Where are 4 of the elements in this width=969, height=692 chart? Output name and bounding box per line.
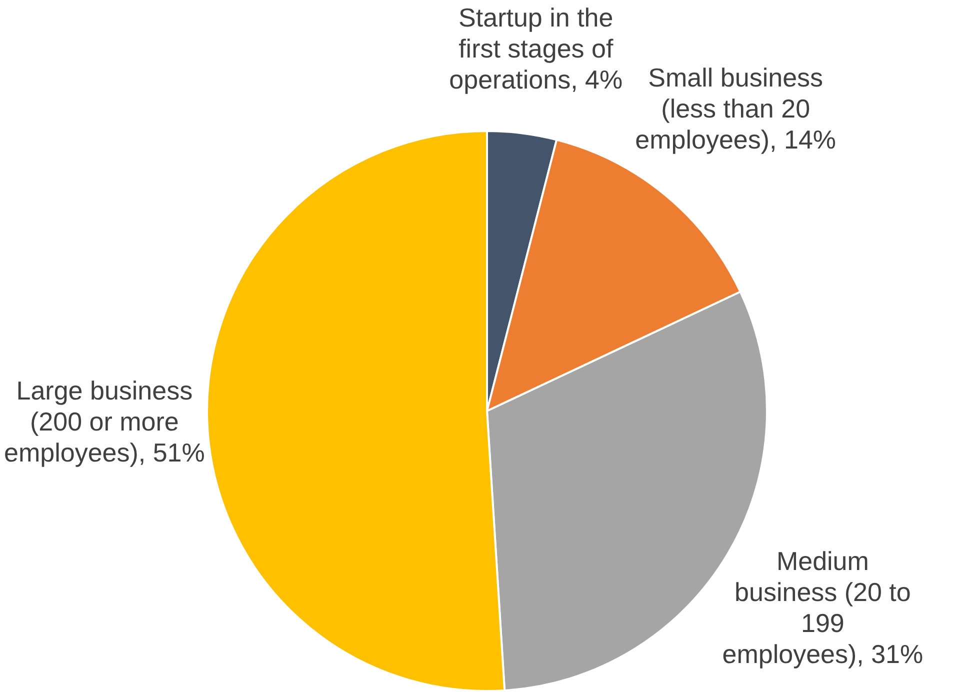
slice-label: Medium business (20 to 199 employees), 31% <box>722 546 924 670</box>
slice-label: Small business (less than 20 employees), 14% <box>635 62 836 155</box>
slice-label: Startup in the first stages of operations, 4% <box>449 2 623 95</box>
slice-label: Large business (200 or more employees), 51% <box>4 375 205 468</box>
